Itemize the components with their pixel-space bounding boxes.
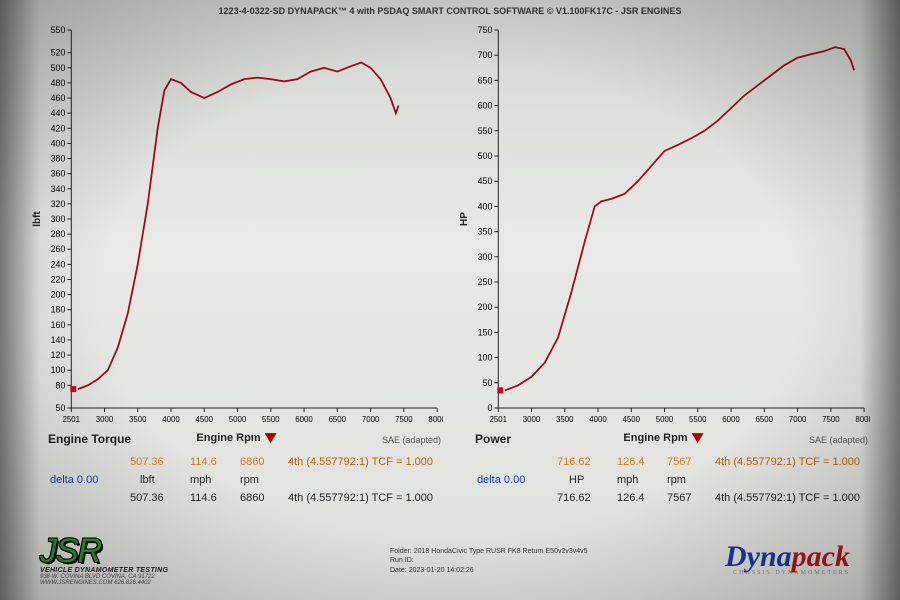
svg-text:260: 260 — [51, 244, 66, 254]
svg-text:4000: 4000 — [589, 415, 607, 424]
svg-text:50: 50 — [56, 403, 66, 413]
dynapack-logo: Dynapack CHASSIS DYNAMOMETERS — [725, 540, 850, 576]
svg-text:280: 280 — [51, 229, 66, 239]
svg-text:300: 300 — [51, 214, 66, 224]
svg-text:8000: 8000 — [428, 415, 443, 424]
svg-text:3500: 3500 — [556, 415, 574, 424]
svg-text:340: 340 — [51, 184, 66, 194]
svg-text:240: 240 — [51, 259, 66, 269]
metadata: Folder: 2018 HondaCivic Type RUSR FK8 Re… — [390, 547, 588, 576]
svg-text:750: 750 — [478, 25, 493, 35]
torque-xlabel: Engine Rpm — [196, 432, 276, 444]
svg-text:360: 360 — [51, 169, 66, 179]
footer: JSR VEHICLE DYNAMOMETER TESTING 938 W. C… — [40, 530, 860, 590]
svg-text:6500: 6500 — [329, 415, 347, 424]
svg-text:480: 480 — [51, 78, 66, 88]
svg-text:4000: 4000 — [162, 415, 180, 424]
svg-text:400: 400 — [51, 138, 66, 148]
svg-text:6500: 6500 — [756, 415, 774, 424]
svg-text:500: 500 — [478, 151, 493, 161]
svg-text:300: 300 — [478, 252, 493, 262]
readout-region: 507.36 114.6 6860 4th (4.557792:1) TCF =… — [30, 456, 870, 526]
svg-text:160: 160 — [51, 320, 66, 330]
svg-text:7000: 7000 — [362, 415, 380, 424]
svg-text:220: 220 — [51, 274, 66, 284]
svg-text:6000: 6000 — [722, 415, 740, 424]
svg-text:600: 600 — [478, 101, 493, 111]
torque-chart: 50 80 100 120 140 160 180 200 220 240 260 280 300 320… — [30, 22, 443, 430]
svg-text:440: 440 — [51, 108, 66, 118]
svg-text:140: 140 — [51, 335, 66, 345]
svg-text:380: 380 — [51, 153, 66, 163]
jsr-logo: JSR VEHICLE DYNAMOMETER TESTING 938 W. C… — [40, 532, 168, 586]
svg-text:550: 550 — [51, 25, 66, 35]
svg-text:700: 700 — [478, 50, 493, 60]
svg-text:100: 100 — [478, 353, 493, 363]
svg-text:80: 80 — [56, 380, 66, 390]
svg-text:7000: 7000 — [789, 415, 807, 424]
svg-text:200: 200 — [51, 290, 66, 300]
svg-text:3000: 3000 — [523, 415, 541, 424]
svg-text:7500: 7500 — [822, 415, 840, 424]
svg-text:5000: 5000 — [229, 415, 247, 424]
svg-text:500: 500 — [51, 63, 66, 73]
svg-text:4500: 4500 — [623, 415, 641, 424]
chart-region: 50 80 100 120 140 160 180 200 220 240 260 280 300 320… — [30, 22, 870, 430]
header-text: 1223-4-0322-SD DYNAPACK™ 4 with PSDAQ SM… — [0, 6, 900, 16]
torque-readout: 507.36 114.6 6860 4th (4.557792:1) TCF =… — [30, 456, 443, 526]
svg-text:650: 650 — [478, 75, 493, 85]
power-title: Power — [475, 432, 511, 446]
torque-sae: SAE (adapted) — [382, 435, 441, 445]
power-chart: 0 50 100 150 200 250 300 350 400 450 500 550 600 650 7… — [457, 22, 870, 430]
svg-text:150: 150 — [478, 327, 493, 337]
svg-text:420: 420 — [51, 123, 66, 133]
svg-text:3500: 3500 — [129, 415, 147, 424]
svg-text:4500: 4500 — [196, 415, 214, 424]
svg-text:550: 550 — [478, 126, 493, 136]
svg-text:50: 50 — [483, 378, 493, 388]
svg-text:6000: 6000 — [295, 415, 313, 424]
svg-text:460: 460 — [51, 93, 66, 103]
marker-icon — [265, 433, 277, 443]
svg-text:350: 350 — [478, 227, 493, 237]
svg-text:320: 320 — [51, 199, 66, 209]
svg-text:520: 520 — [51, 48, 66, 58]
power-readout: 716.62 126.4 7567 4th (4.557792:1) TCF =… — [457, 456, 870, 526]
svg-text:5500: 5500 — [689, 415, 707, 424]
svg-text:3000: 3000 — [96, 415, 114, 424]
svg-text:2501: 2501 — [63, 415, 81, 424]
svg-text:450: 450 — [478, 176, 493, 186]
svg-text:180: 180 — [51, 305, 66, 315]
svg-text:120: 120 — [51, 350, 66, 360]
power-xlabel: Engine Rpm — [623, 432, 703, 444]
svg-text:5000: 5000 — [656, 415, 674, 424]
svg-text:250: 250 — [478, 277, 493, 287]
marker-icon — [692, 433, 704, 443]
svg-text:5500: 5500 — [262, 415, 280, 424]
svg-text:100: 100 — [51, 365, 66, 375]
svg-text:HP: HP — [459, 212, 470, 226]
svg-text:2501: 2501 — [490, 415, 508, 424]
svg-text:200: 200 — [478, 302, 493, 312]
svg-text:7500: 7500 — [395, 415, 413, 424]
axis-titles: Engine Torque Engine Rpm SAE (adapted) P… — [30, 432, 870, 452]
svg-text:0: 0 — [487, 403, 492, 413]
torque-title: Engine Torque — [48, 432, 131, 446]
svg-text:400: 400 — [478, 201, 493, 211]
